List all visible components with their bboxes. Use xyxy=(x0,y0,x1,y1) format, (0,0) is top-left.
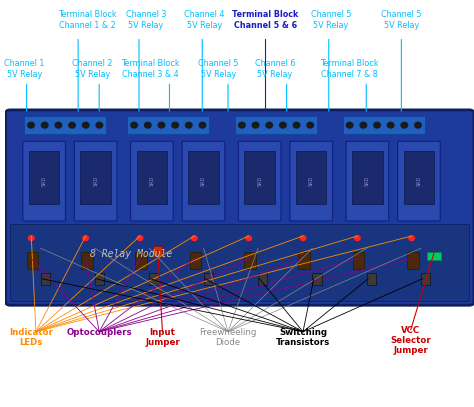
Bar xyxy=(298,252,310,269)
Circle shape xyxy=(191,236,197,241)
Circle shape xyxy=(172,122,178,128)
Text: Channel 3
5V Relay: Channel 3 5V Relay xyxy=(126,10,166,30)
Text: Terminal Block
Channel 7 & 8: Terminal Block Channel 7 & 8 xyxy=(320,59,379,79)
Circle shape xyxy=(238,122,245,128)
Bar xyxy=(81,151,111,204)
Text: Channel 5
5V Relay: Channel 5 5V Relay xyxy=(199,59,239,79)
Circle shape xyxy=(415,122,421,128)
FancyBboxPatch shape xyxy=(238,141,281,221)
Bar xyxy=(235,116,317,134)
Bar xyxy=(24,116,106,134)
FancyBboxPatch shape xyxy=(23,141,65,221)
Bar xyxy=(95,273,104,285)
FancyBboxPatch shape xyxy=(346,141,389,221)
Text: SRD: SRD xyxy=(365,176,370,186)
Circle shape xyxy=(355,236,360,241)
Bar xyxy=(244,252,255,269)
Text: SRD: SRD xyxy=(309,176,314,186)
Bar xyxy=(296,151,327,204)
Circle shape xyxy=(82,122,89,128)
Circle shape xyxy=(145,122,151,128)
Circle shape xyxy=(266,122,273,128)
Circle shape xyxy=(307,122,313,128)
Bar xyxy=(135,252,147,269)
Text: SRD: SRD xyxy=(42,176,46,186)
Circle shape xyxy=(252,122,259,128)
FancyBboxPatch shape xyxy=(130,141,173,221)
Circle shape xyxy=(137,236,143,241)
Circle shape xyxy=(41,122,48,128)
FancyBboxPatch shape xyxy=(398,141,440,221)
Bar xyxy=(128,116,210,134)
Bar xyxy=(407,252,419,269)
Bar xyxy=(188,151,219,204)
Text: Input
Jumper: Input Jumper xyxy=(145,328,180,347)
Bar xyxy=(149,273,159,285)
Bar xyxy=(204,273,213,285)
Circle shape xyxy=(409,236,414,241)
Circle shape xyxy=(387,122,394,128)
Text: SRD: SRD xyxy=(149,176,155,186)
Bar xyxy=(258,273,267,285)
Circle shape xyxy=(55,122,62,128)
FancyBboxPatch shape xyxy=(182,141,225,221)
Circle shape xyxy=(374,122,380,128)
Circle shape xyxy=(131,122,137,128)
Circle shape xyxy=(96,122,103,128)
Bar xyxy=(312,273,322,285)
Bar xyxy=(421,273,430,285)
FancyBboxPatch shape xyxy=(74,141,117,221)
Circle shape xyxy=(360,122,366,128)
Circle shape xyxy=(246,236,252,241)
Bar xyxy=(427,252,441,260)
FancyBboxPatch shape xyxy=(290,141,333,221)
Bar xyxy=(41,273,50,285)
Bar xyxy=(404,151,434,204)
Circle shape xyxy=(199,122,206,128)
Bar xyxy=(29,151,59,204)
Text: SRD: SRD xyxy=(93,176,98,186)
Text: SRD: SRD xyxy=(257,176,262,186)
Bar xyxy=(81,252,92,269)
Text: 8 Relay Module: 8 Relay Module xyxy=(90,249,172,259)
Text: SRD: SRD xyxy=(417,176,421,186)
Bar xyxy=(27,252,38,269)
Circle shape xyxy=(346,122,353,128)
Circle shape xyxy=(69,122,75,128)
Text: SRD: SRD xyxy=(201,176,206,186)
Circle shape xyxy=(300,236,306,241)
Bar xyxy=(153,246,163,256)
Text: Channel 1
5V Relay: Channel 1 5V Relay xyxy=(4,59,45,79)
Text: Channel 2
5V Relay: Channel 2 5V Relay xyxy=(72,59,112,79)
Text: Channel 5
5V Relay: Channel 5 5V Relay xyxy=(381,10,422,30)
Text: Indicator
LEDs: Indicator LEDs xyxy=(9,328,53,347)
Bar xyxy=(352,151,383,204)
Circle shape xyxy=(280,122,286,128)
Text: Freewheeling
Diode: Freewheeling Diode xyxy=(200,328,257,347)
Bar xyxy=(10,224,469,301)
Text: Terminal Block
Channel 1 & 2: Terminal Block Channel 1 & 2 xyxy=(58,10,117,30)
Bar xyxy=(245,151,275,204)
Bar xyxy=(137,151,167,204)
Text: Channel 4
5V Relay: Channel 4 5V Relay xyxy=(184,10,225,30)
Circle shape xyxy=(158,122,165,128)
FancyBboxPatch shape xyxy=(6,110,474,305)
Text: VCC
Selector
Jumper: VCC Selector Jumper xyxy=(391,326,431,355)
Bar xyxy=(353,252,365,269)
Bar xyxy=(190,252,201,269)
Circle shape xyxy=(28,122,34,128)
Bar xyxy=(367,273,376,285)
Circle shape xyxy=(28,236,34,241)
Circle shape xyxy=(83,236,89,241)
Text: Switching
Transistors: Switching Transistors xyxy=(276,328,330,347)
Text: Terminal Block
Channel 5 & 6: Terminal Block Channel 5 & 6 xyxy=(232,10,299,30)
Bar xyxy=(343,116,425,134)
Circle shape xyxy=(185,122,192,128)
Text: Optocouplers: Optocouplers xyxy=(66,328,132,337)
Circle shape xyxy=(401,122,408,128)
Text: Terminal Block
Channel 3 & 4: Terminal Block Channel 3 & 4 xyxy=(121,59,180,79)
Text: Channel 6
5V Relay: Channel 6 5V Relay xyxy=(255,59,295,79)
Circle shape xyxy=(293,122,300,128)
Text: Channel 5
5V Relay: Channel 5 5V Relay xyxy=(311,10,351,30)
